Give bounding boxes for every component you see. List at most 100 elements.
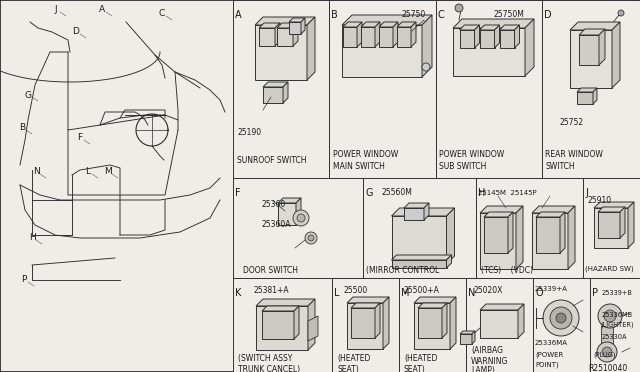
- Text: SUB SWITCH: SUB SWITCH: [439, 162, 486, 171]
- Bar: [466, 278, 533, 372]
- Polygon shape: [379, 22, 398, 27]
- Text: 25339+B: 25339+B: [602, 290, 633, 296]
- Text: (SWITCH ASSY: (SWITCH ASSY: [238, 354, 292, 363]
- Bar: [590, 278, 640, 372]
- Polygon shape: [612, 22, 620, 88]
- Polygon shape: [480, 310, 518, 338]
- Text: 25750M: 25750M: [494, 10, 525, 19]
- Text: M: M: [401, 288, 410, 298]
- Polygon shape: [418, 303, 447, 308]
- Polygon shape: [343, 22, 362, 27]
- Text: (HEATED: (HEATED: [404, 354, 437, 363]
- Text: MAIN SWITCH: MAIN SWITCH: [333, 162, 385, 171]
- Text: B: B: [19, 124, 25, 132]
- Polygon shape: [392, 255, 451, 260]
- Text: POWER WINDOW: POWER WINDOW: [439, 150, 504, 159]
- Text: POINT): POINT): [535, 361, 559, 368]
- Polygon shape: [255, 17, 315, 25]
- Bar: [233, 178, 363, 278]
- Text: (TCS)    (VDC): (TCS) (VDC): [481, 266, 533, 275]
- Bar: [476, 178, 583, 278]
- Circle shape: [597, 342, 617, 362]
- Text: A: A: [99, 6, 105, 15]
- Polygon shape: [283, 82, 288, 103]
- Polygon shape: [296, 198, 301, 225]
- Circle shape: [293, 210, 309, 226]
- Polygon shape: [383, 297, 389, 349]
- Text: REAR WINDOW: REAR WINDOW: [545, 150, 603, 159]
- Polygon shape: [453, 28, 525, 76]
- Polygon shape: [414, 303, 450, 349]
- Text: P: P: [21, 276, 27, 285]
- Polygon shape: [375, 303, 380, 338]
- Polygon shape: [343, 27, 357, 47]
- Polygon shape: [414, 297, 456, 303]
- Polygon shape: [275, 23, 280, 46]
- Text: J: J: [54, 6, 58, 15]
- Polygon shape: [263, 82, 288, 87]
- Text: (AIRBAG: (AIRBAG: [471, 346, 503, 355]
- Polygon shape: [422, 15, 432, 77]
- Polygon shape: [277, 23, 298, 28]
- Polygon shape: [472, 331, 475, 344]
- Polygon shape: [357, 22, 362, 47]
- Polygon shape: [532, 206, 575, 213]
- Polygon shape: [301, 18, 305, 34]
- Text: N: N: [33, 167, 40, 176]
- Polygon shape: [598, 212, 620, 238]
- Text: 25336MB: 25336MB: [602, 312, 633, 318]
- Polygon shape: [259, 28, 275, 46]
- Polygon shape: [404, 203, 429, 208]
- Polygon shape: [307, 17, 315, 80]
- Text: SWITCH: SWITCH: [545, 162, 575, 171]
- Text: (HAZARD SW): (HAZARD SW): [585, 266, 634, 273]
- Polygon shape: [484, 217, 508, 253]
- Text: (HEATED: (HEATED: [337, 354, 371, 363]
- Polygon shape: [289, 18, 305, 22]
- Text: L: L: [334, 288, 339, 298]
- Polygon shape: [392, 216, 447, 264]
- Text: 25910: 25910: [588, 196, 612, 205]
- Polygon shape: [342, 15, 432, 25]
- Polygon shape: [379, 27, 393, 47]
- Text: J: J: [585, 188, 588, 198]
- Polygon shape: [536, 217, 560, 253]
- Text: 25339+A: 25339+A: [535, 286, 568, 292]
- Text: R2510040: R2510040: [588, 364, 627, 372]
- Text: D: D: [544, 10, 552, 20]
- Polygon shape: [447, 255, 451, 268]
- Polygon shape: [375, 22, 380, 47]
- Polygon shape: [460, 331, 475, 334]
- Text: P: P: [592, 288, 598, 298]
- Text: A: A: [235, 10, 242, 20]
- Polygon shape: [347, 303, 383, 349]
- Polygon shape: [598, 207, 625, 212]
- Polygon shape: [579, 35, 599, 65]
- Polygon shape: [480, 304, 524, 310]
- Polygon shape: [347, 297, 389, 303]
- Polygon shape: [460, 25, 479, 30]
- Polygon shape: [593, 88, 597, 104]
- Text: D: D: [72, 28, 79, 36]
- Polygon shape: [594, 208, 628, 248]
- Circle shape: [618, 10, 624, 16]
- Polygon shape: [516, 206, 523, 269]
- Polygon shape: [536, 212, 565, 217]
- Text: SEAT): SEAT): [404, 365, 426, 372]
- Polygon shape: [361, 27, 375, 47]
- Polygon shape: [277, 28, 293, 46]
- Text: (PLUG): (PLUG): [593, 351, 616, 357]
- Polygon shape: [484, 212, 513, 217]
- Polygon shape: [256, 299, 315, 306]
- Polygon shape: [294, 306, 299, 339]
- Polygon shape: [397, 27, 411, 47]
- Text: 25500: 25500: [344, 286, 368, 295]
- Text: 25336MA: 25336MA: [535, 340, 568, 346]
- Text: C: C: [438, 10, 445, 20]
- Text: 25750: 25750: [402, 10, 426, 19]
- Polygon shape: [453, 19, 534, 28]
- Polygon shape: [460, 30, 474, 48]
- Text: 25381+A: 25381+A: [253, 286, 289, 295]
- Text: (MIRROR CONTROL: (MIRROR CONTROL: [366, 266, 439, 275]
- Polygon shape: [442, 303, 447, 338]
